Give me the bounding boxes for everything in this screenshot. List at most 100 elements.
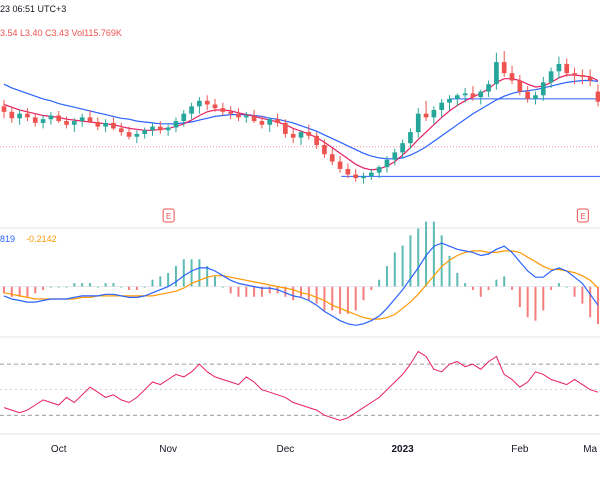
candle-body — [345, 168, 351, 175]
candle-body — [415, 113, 421, 133]
macd-histogram-bar — [393, 252, 396, 287]
macd-histogram-bar — [268, 286, 271, 294]
candle-body — [236, 113, 241, 118]
macd-histogram-bar — [385, 266, 388, 287]
candle-body — [564, 63, 570, 74]
candle-body — [361, 176, 366, 179]
candle-body — [189, 106, 194, 114]
candle-body — [353, 174, 359, 179]
macd-histogram-bar — [112, 283, 115, 287]
macd-histogram-bar — [409, 235, 412, 287]
macd-histogram-bar — [3, 286, 5, 294]
macd-histogram-bar — [159, 276, 162, 287]
macd-histogram-bar — [245, 286, 248, 297]
candle-body — [548, 71, 554, 83]
macd-histogram-bar — [237, 286, 240, 297]
macd-histogram-bar — [432, 221, 435, 287]
macd-histogram-bar — [307, 286, 310, 301]
candle-body — [56, 115, 62, 122]
macd-histogram-bar — [518, 286, 521, 308]
candle-body — [337, 161, 343, 169]
macd-histogram-bar — [167, 272, 170, 287]
macd-histogram-bar — [471, 286, 474, 290]
earnings-marker — [576, 208, 589, 223]
macd-histogram-bar — [479, 286, 482, 297]
earnings-marker-label: E — [166, 212, 171, 221]
macd-histogram-bar — [401, 245, 404, 287]
macd-histogram-bar — [143, 286, 146, 288]
macd-histogram-bar — [456, 272, 459, 287]
macd-histogram-bar — [557, 283, 560, 287]
candle-body — [17, 113, 22, 119]
macd-histogram-bar — [315, 286, 318, 304]
macd-histogram-bar — [565, 286, 568, 288]
candle-body — [220, 108, 226, 112]
macd-histogram-bar — [229, 286, 232, 294]
macd-histogram-bar — [448, 255, 451, 287]
candle-body — [40, 119, 46, 123]
x-axis-tick-label: Dec — [276, 444, 294, 455]
macd-histogram-bar — [323, 286, 326, 311]
candle-body — [290, 133, 296, 138]
macd-histogram-bar — [589, 286, 592, 318]
candle-body — [9, 111, 15, 119]
earnings-marker-label: E — [580, 212, 585, 221]
candle-body — [150, 126, 155, 131]
candle-body — [243, 115, 249, 118]
macd-histogram-bar — [65, 286, 68, 288]
macd-histogram-bar — [370, 286, 373, 290]
macd-histogram-bar — [88, 283, 91, 287]
macd-histogram-bar — [34, 286, 37, 294]
earnings-marker — [162, 208, 175, 223]
candle-body — [540, 82, 546, 96]
candle-body — [392, 152, 398, 160]
macd-histogram-bar — [487, 286, 490, 290]
macd-histogram-bar — [339, 286, 342, 314]
candle-body — [368, 172, 374, 177]
macd-histogram-bar — [581, 286, 584, 304]
candle-body — [408, 132, 413, 144]
candle-body — [580, 75, 585, 77]
macd-histogram-bar — [151, 279, 154, 287]
macd-histogram-bar — [190, 259, 193, 287]
candle-body — [572, 73, 577, 75]
macd-histogram-bar — [214, 276, 217, 287]
macd-histogram-bar — [417, 228, 420, 287]
candle-body — [283, 122, 288, 134]
macd-histogram-bar — [362, 286, 365, 301]
candle-body — [95, 121, 101, 127]
macd-histogram-bar — [511, 286, 514, 290]
candle-body — [431, 110, 437, 118]
macd-histogram-bar — [440, 235, 443, 287]
macd-histogram-bar — [18, 286, 21, 297]
candle-body — [376, 167, 382, 173]
x-axis-tick-label: Feb — [511, 444, 529, 455]
candle-body — [486, 84, 491, 92]
macd-histogram-bar — [378, 279, 381, 287]
candle-body — [298, 132, 304, 138]
candle-body — [306, 132, 312, 136]
candle-body — [478, 91, 484, 98]
macd-histogram-bar — [81, 283, 84, 287]
candle-body — [454, 95, 460, 99]
macd-histogram-bar — [42, 286, 45, 290]
candle-body — [251, 115, 257, 122]
candle-body — [165, 127, 171, 131]
macd-histogram-bar — [198, 259, 201, 287]
candle-body — [126, 132, 132, 137]
macd-value: -0.2142 — [26, 234, 57, 244]
candle-body — [79, 117, 85, 122]
macd-histogram-bar — [120, 286, 123, 288]
macd-left-value: 819 — [0, 234, 16, 244]
macd-histogram-bar — [346, 286, 349, 314]
candle-body — [173, 121, 179, 128]
macd-histogram-bar — [534, 286, 537, 321]
candle-body — [204, 100, 210, 105]
candle-body — [322, 145, 327, 155]
macd-readout: 819 -0.2142 — [0, 234, 57, 244]
x-axis-tick-label: Oct — [51, 444, 67, 455]
macd-histogram-bar — [331, 286, 334, 311]
candle-body — [181, 113, 187, 122]
